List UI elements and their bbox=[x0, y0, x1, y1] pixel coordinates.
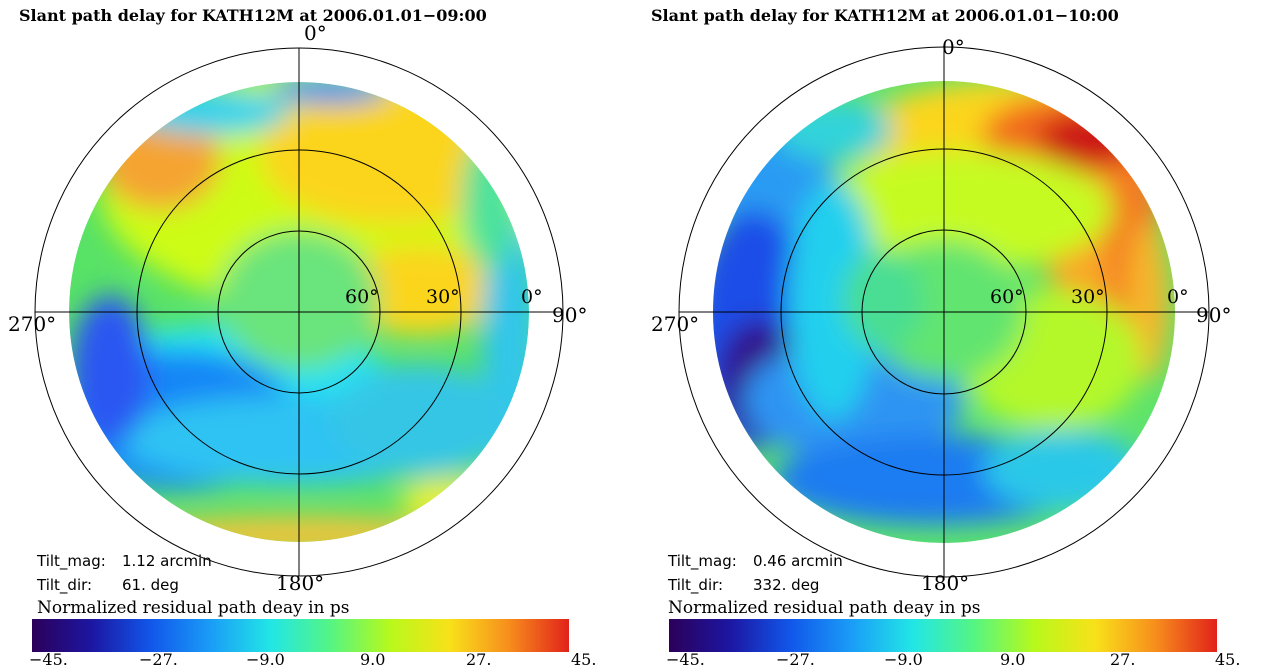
colorbar bbox=[32, 619, 569, 652]
colorbar-tick: 45. bbox=[571, 650, 597, 669]
colorbar-tick: 45. bbox=[1215, 650, 1241, 669]
azimuth-label-0: 0° bbox=[304, 21, 327, 45]
ring-label-0: 0° bbox=[1167, 286, 1189, 308]
azimuth-label-270: 270° bbox=[8, 312, 56, 336]
chart-title: Slant path delay for KATH12M at 2006.01.… bbox=[19, 6, 487, 25]
panel-1000: Slant path delay for KATH12M at 2006.01.… bbox=[633, 0, 1265, 671]
colorbar-tick: −9.0 bbox=[246, 650, 285, 669]
ring-label-30: 30° bbox=[426, 286, 460, 308]
colorbar-title: Normalized residual path deay in ps bbox=[668, 598, 981, 618]
colorbar bbox=[669, 619, 1217, 652]
ring-label-60: 60° bbox=[345, 286, 379, 308]
tilt-mag-label: Tilt_mag: bbox=[37, 552, 106, 570]
chart-title: Slant path delay for KATH12M at 2006.01.… bbox=[651, 6, 1119, 25]
colorbar-tick: −27. bbox=[139, 650, 178, 669]
colorbar-tick: 9.0 bbox=[360, 650, 386, 669]
azimuth-label-0: 0° bbox=[942, 35, 965, 59]
colorbar-tick: 27. bbox=[1110, 650, 1136, 669]
azimuth-label-270: 270° bbox=[651, 312, 699, 336]
ring-label-60: 60° bbox=[990, 286, 1024, 308]
tilt-mag: Tilt_mag: 1.12 arcmin bbox=[37, 552, 212, 570]
polar-heatmap: 0° 90° 180° 270° 60° 30° 0° bbox=[8, 21, 587, 595]
azimuth-label-180: 180° bbox=[276, 571, 324, 595]
tilt-mag-value: 1.12 arcmin bbox=[122, 552, 212, 570]
tilt-mag: Tilt_mag: 0.46 arcmin bbox=[668, 552, 843, 570]
ring-label-0: 0° bbox=[521, 286, 543, 308]
polar-heatmap: 0° 90° 180° 270° 60° 30° 0° bbox=[651, 35, 1231, 595]
tilt-dir: Tilt_dir: 332. deg bbox=[668, 576, 819, 594]
tilt-dir-label: Tilt_dir: bbox=[668, 576, 724, 594]
colorbar-tick: 27. bbox=[466, 650, 492, 669]
colorbar-tick: 9.0 bbox=[1000, 650, 1026, 669]
tilt-mag-value: 0.46 arcmin bbox=[753, 552, 843, 570]
azimuth-label-180: 180° bbox=[921, 571, 969, 595]
panel-0900: Slant path delay for KATH12M at 2006.01.… bbox=[0, 0, 632, 671]
ring-label-30: 30° bbox=[1071, 286, 1105, 308]
colorbar-tick: −27. bbox=[776, 650, 815, 669]
azimuth-label-90: 90° bbox=[552, 303, 587, 327]
colorbar-tick: −9.0 bbox=[884, 650, 923, 669]
colorbar-tick: −45. bbox=[666, 650, 705, 669]
tilt-mag-label: Tilt_mag: bbox=[668, 552, 737, 570]
tilt-dir-value: 61. deg bbox=[122, 576, 179, 594]
azimuth-label-90: 90° bbox=[1196, 303, 1231, 327]
tilt-dir-label: Tilt_dir: bbox=[37, 576, 93, 594]
colorbar-title: Normalized residual path deay in ps bbox=[37, 598, 350, 618]
colorbar-tick: −45. bbox=[29, 650, 68, 669]
tilt-dir-value: 332. deg bbox=[753, 576, 820, 594]
tilt-dir: Tilt_dir: 61. deg bbox=[37, 576, 179, 594]
